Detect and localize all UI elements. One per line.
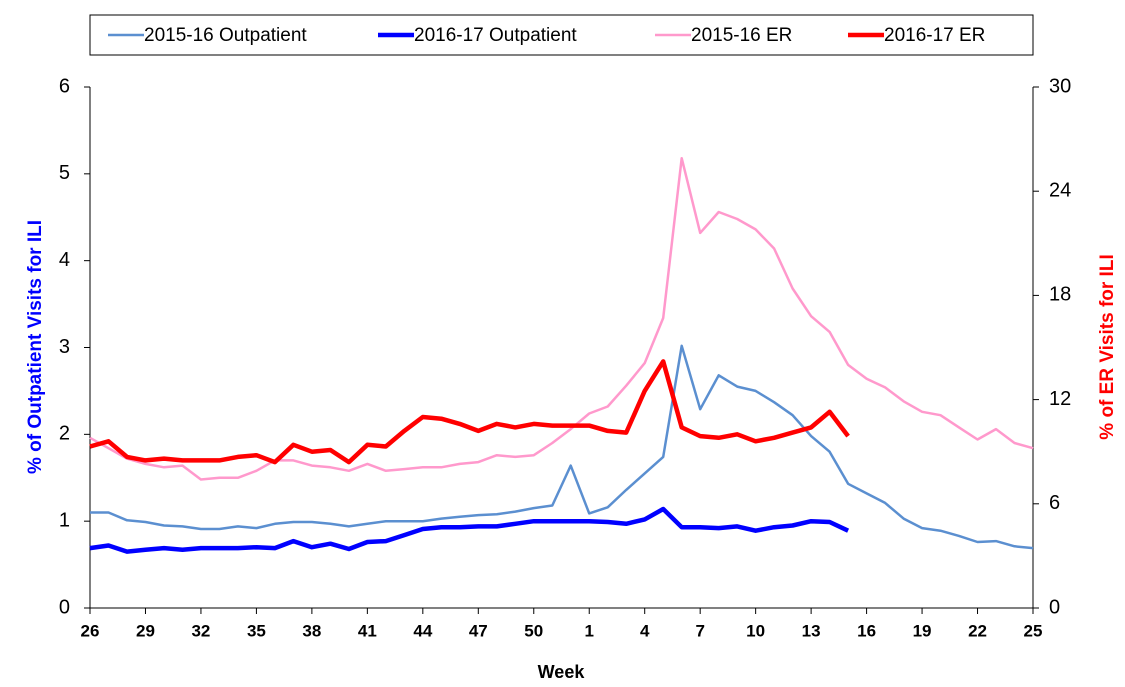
x-tick-label: 41 — [358, 621, 377, 640]
series-line — [89, 359, 850, 465]
x-tick-label: 7 — [695, 621, 704, 640]
y2-tick-label: 30 — [1049, 75, 1071, 97]
y-tick-label: 3 — [59, 336, 70, 358]
series-line — [90, 344, 1034, 550]
x-tick-label: 47 — [469, 621, 488, 640]
legend-label: 2016-17 Outpatient — [414, 25, 577, 46]
y-tick-label: 1 — [59, 509, 70, 531]
x-tick-label: 25 — [1024, 621, 1043, 640]
x-tick-label: 4 — [640, 621, 650, 640]
legend-label: 2016-17 ER — [884, 25, 985, 46]
x-tick-label: 29 — [136, 621, 155, 640]
y2-tick-label: 0 — [1049, 596, 1060, 618]
x-tick-label: 26 — [81, 621, 100, 640]
y-axis-title: % of Outpatient Visits for ILI — [25, 220, 46, 474]
y2-axis-title: % of ER Visits for ILI — [1097, 254, 1118, 439]
legend-label: 2015-16 ER — [691, 25, 792, 46]
y-tick-label: 5 — [59, 162, 70, 184]
x-tick-label: 1 — [585, 621, 594, 640]
legend-label: 2015-16 Outpatient — [144, 25, 307, 46]
x-tick-label: 16 — [857, 621, 876, 640]
y2-tick-label: 6 — [1049, 492, 1060, 514]
x-tick-label: 32 — [191, 621, 210, 640]
y2-tick-label: 12 — [1049, 388, 1071, 410]
x-tick-label: 44 — [413, 621, 432, 640]
x-tick-label: 50 — [524, 621, 543, 640]
x-axis-title: Week — [538, 662, 586, 682]
y-tick-label: 2 — [59, 423, 70, 445]
x-tick-label: 22 — [968, 621, 987, 640]
y-tick-label: 6 — [59, 75, 70, 97]
y-tick-label: 4 — [59, 249, 70, 271]
y-tick-label: 0 — [59, 596, 70, 618]
x-tick-label: 19 — [913, 621, 932, 640]
x-tick-label: 10 — [746, 621, 765, 640]
x-tick-label: 38 — [302, 621, 321, 640]
x-tick-label: 35 — [247, 621, 266, 640]
series-line — [89, 156, 1034, 481]
x-tick-label: 13 — [802, 621, 821, 640]
y2-tick-label: 18 — [1049, 284, 1071, 306]
y2-tick-label: 24 — [1049, 179, 1071, 201]
series-line — [89, 506, 850, 554]
